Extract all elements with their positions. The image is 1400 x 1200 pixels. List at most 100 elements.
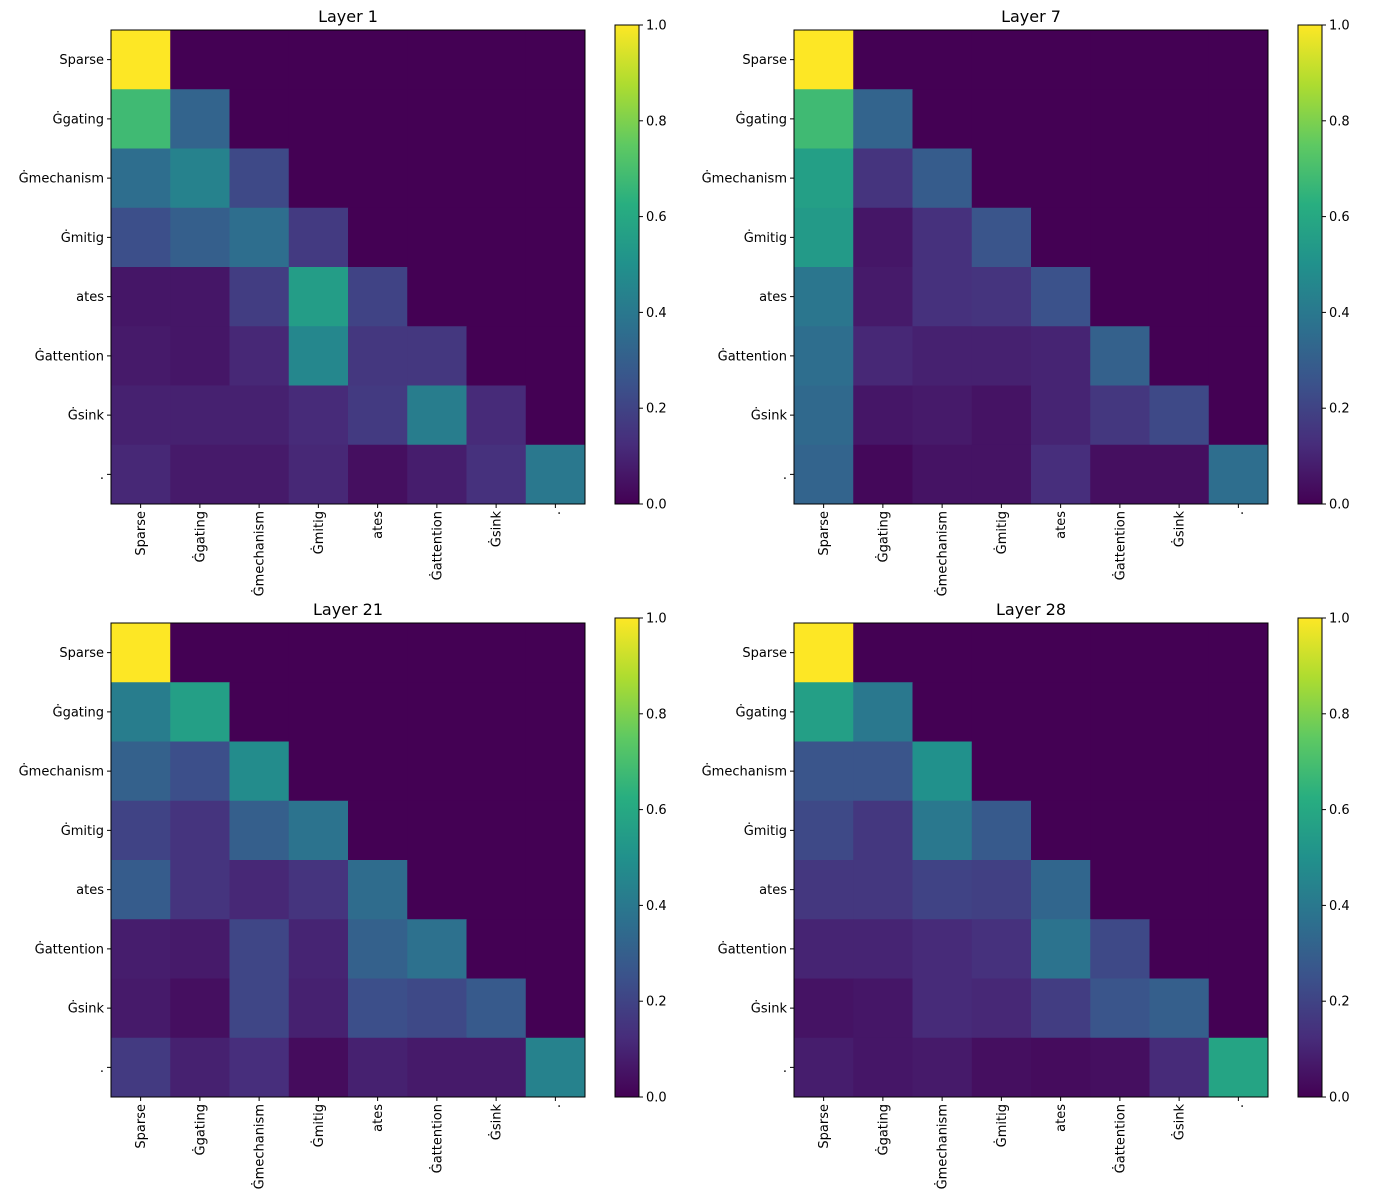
x-tick-label: Sparse <box>134 1104 149 1149</box>
heatmap-cell <box>111 444 171 505</box>
y-tick-label: Ġgating <box>736 110 788 127</box>
heatmap-cell <box>229 682 290 742</box>
y-tick-label: Ġsink <box>68 1000 105 1017</box>
heatmap-cell <box>348 30 408 90</box>
heatmap-cell <box>525 800 586 861</box>
heatmap-cell <box>971 207 1032 268</box>
heatmap-cell <box>407 385 467 446</box>
heatmap-cell <box>407 89 467 149</box>
heatmap-cell <box>170 326 230 386</box>
heatmap-cell <box>1149 919 1210 979</box>
heatmap-cell <box>1208 148 1269 209</box>
heatmap-cell <box>466 860 527 920</box>
heatmap-cell <box>111 148 171 209</box>
heatmap-cell <box>525 207 586 268</box>
heatmap-cell <box>1031 682 1091 742</box>
heatmap-cell <box>111 89 171 149</box>
heatmap-cell <box>229 326 290 386</box>
x-tick-label: Ġmechanism <box>934 1104 951 1189</box>
heatmap-cell <box>912 623 973 683</box>
x-tick-label: Ġmitig <box>310 1104 327 1147</box>
heatmap-cell <box>229 1037 290 1098</box>
heatmap-cell <box>794 148 854 209</box>
heatmap-cell <box>466 267 527 327</box>
x-tick-label: . <box>549 1104 564 1108</box>
heatmap-cell <box>1090 267 1150 327</box>
heatmap-cell <box>794 444 854 505</box>
heatmap-cell <box>853 326 913 386</box>
heatmap-cell <box>407 860 467 920</box>
heatmap-cell <box>971 860 1032 920</box>
heatmap-cell <box>912 326 973 386</box>
heatmap-cell <box>1090 30 1150 90</box>
heatmap-cell <box>288 800 349 861</box>
heatmap-cell <box>170 682 230 742</box>
heatmap-cell <box>1031 919 1091 979</box>
heatmap-cell <box>170 1037 230 1098</box>
x-tick-label: Ġgating <box>874 511 891 563</box>
y-tick-label: Ġattention <box>718 940 787 957</box>
heatmap-cell <box>466 444 527 505</box>
y-tick-label: Ġattention <box>718 347 787 364</box>
heatmap-cell <box>111 860 171 920</box>
heatmap-cell <box>912 148 973 209</box>
heatmap-cell <box>407 919 467 979</box>
heatmap-cell <box>971 148 1032 209</box>
colorbar <box>614 617 640 1098</box>
heatmap-cell <box>170 741 230 802</box>
heatmap-cell <box>912 207 973 268</box>
x-tick-label: . <box>549 511 564 515</box>
heatmap-cell <box>348 860 408 920</box>
heatmap-cell <box>288 1037 349 1098</box>
heatmap-cell <box>794 30 854 90</box>
heatmap-cell <box>525 860 586 920</box>
y-tick-label: Ġgating <box>53 703 105 720</box>
x-tick-label: ates <box>371 1104 386 1132</box>
heatmap-cell <box>229 148 290 209</box>
heatmap-cell <box>525 444 586 505</box>
heatmap-cell <box>794 860 854 920</box>
heatmap-cell <box>229 741 290 802</box>
heatmap-cell <box>1090 1037 1150 1098</box>
heatmap-cell <box>348 741 408 802</box>
heatmap-cell <box>466 800 527 861</box>
heatmap-cell <box>407 30 467 90</box>
heatmap-cell <box>912 1037 973 1098</box>
y-tick-label: Ġmechanism <box>19 170 104 187</box>
heatmap-cell <box>1090 148 1150 209</box>
heatmap-cell <box>111 385 171 446</box>
heatmap-cell <box>912 682 973 742</box>
colorbar-tick-label: 0.6 <box>1329 210 1350 225</box>
heatmap-frame <box>110 29 586 505</box>
heatmap-cell <box>1149 1037 1210 1098</box>
heatmap-cell <box>288 207 349 268</box>
heatmap-cell <box>1149 148 1210 209</box>
colorbar-tick-label: 0.0 <box>1329 498 1350 513</box>
heatmap-cell <box>794 682 854 742</box>
heatmap-cell <box>407 148 467 209</box>
heatmap-cell <box>1090 623 1150 683</box>
heatmap-cell <box>348 148 408 209</box>
heatmap-cell <box>111 326 171 386</box>
heatmap-cell <box>1149 682 1210 742</box>
heatmap-cell <box>971 89 1032 149</box>
heatmap-cell <box>1031 89 1091 149</box>
heatmap-cell <box>853 267 913 327</box>
heatmap-panel-3: Layer 21 Sparse Ġgating Ġmechanism Ġmitig ate… <box>19 600 667 1189</box>
x-tick-label: Ġgating <box>191 511 208 563</box>
heatmap-cell <box>1031 385 1091 446</box>
heatmap-cell <box>1031 148 1091 209</box>
heatmap-cell <box>794 89 854 149</box>
heatmap-cell <box>288 682 349 742</box>
panel-title: Layer 28 <box>996 600 1066 619</box>
heatmap-cell <box>466 326 527 386</box>
y-tick-label: Sparse <box>742 53 787 68</box>
heatmap-cell <box>1149 741 1210 802</box>
heatmap-cell <box>1090 860 1150 920</box>
heatmap-cell <box>794 385 854 446</box>
y-tick-label: Sparse <box>59 646 104 661</box>
y-tick-label: Ġmechanism <box>19 763 104 780</box>
heatmap-cell <box>1208 30 1269 90</box>
colorbar-tick-label: 0.2 <box>646 995 667 1010</box>
